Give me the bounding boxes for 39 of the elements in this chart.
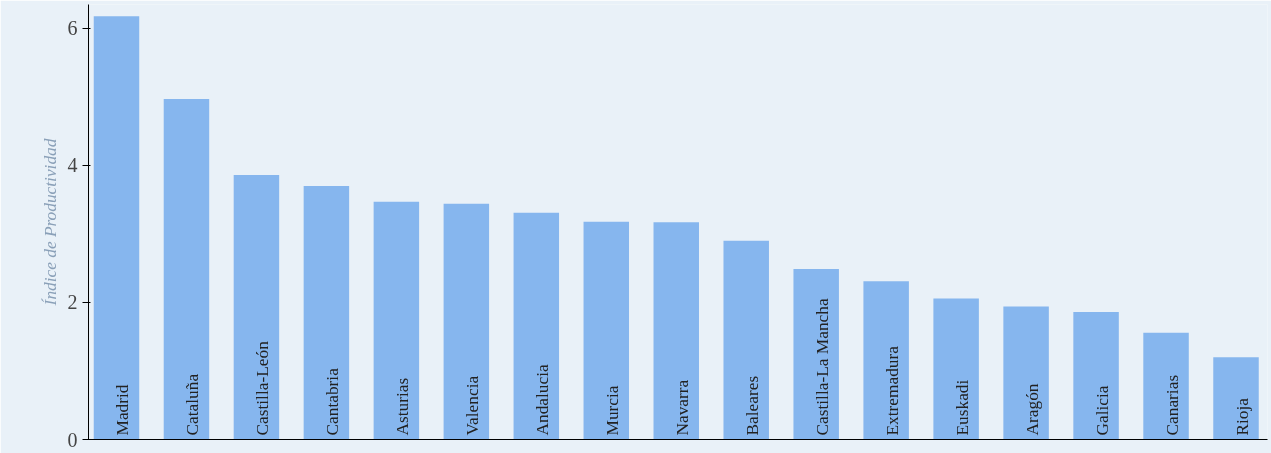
bar <box>93 16 140 440</box>
bar <box>513 212 560 440</box>
bar <box>1073 312 1119 440</box>
y-tick-label: 0 <box>67 428 78 451</box>
x-tick-label: Castilla-León <box>252 340 272 436</box>
bar <box>863 281 909 440</box>
x-tick-label: Galicia <box>1092 385 1112 436</box>
bar <box>443 203 490 440</box>
bar <box>1003 306 1049 440</box>
bar <box>373 201 420 440</box>
bar <box>793 268 839 440</box>
x-tick-label: Asturias <box>392 377 412 436</box>
y-tick-label: 4 <box>67 154 78 177</box>
x-tick-label: Extremadura <box>882 345 902 436</box>
bar <box>583 221 630 440</box>
bar <box>1143 332 1189 440</box>
y-tick-label: 2 <box>67 291 78 314</box>
y-axis-title: Índice de Productividad <box>40 138 60 307</box>
bar <box>303 186 350 440</box>
x-tick-label: Valencia <box>462 375 482 436</box>
bar <box>1213 357 1259 440</box>
x-tick-label: Navarra <box>672 379 692 436</box>
bar <box>653 222 699 440</box>
x-tick-label: Baleares <box>742 375 762 436</box>
x-tick-label: Cataluña <box>182 373 202 436</box>
x-tick-label: Canarias <box>1162 374 1182 436</box>
bar <box>233 175 280 440</box>
bar <box>163 99 210 440</box>
x-tick-label: Castilla-La Mancha <box>812 298 832 436</box>
x-tick-label: Aragón <box>1022 383 1042 436</box>
x-tick-label: Madrid <box>112 384 132 436</box>
y-tick-label: 6 <box>67 17 78 40</box>
x-tick-label: Andalucia <box>532 363 552 436</box>
bar <box>933 298 979 440</box>
bar <box>723 240 769 440</box>
x-tick-label: Murcia <box>602 385 622 436</box>
x-tick-label: Euskadi <box>952 379 972 436</box>
x-tick-label: Rioja <box>1232 397 1252 436</box>
x-tick-label: Cantabria <box>322 367 342 436</box>
